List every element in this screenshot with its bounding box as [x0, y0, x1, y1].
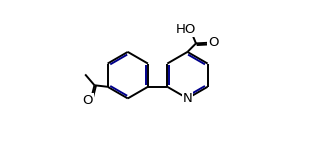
- Text: O: O: [209, 36, 219, 49]
- Text: O: O: [82, 94, 93, 107]
- Text: N: N: [183, 92, 192, 105]
- Text: HO: HO: [176, 23, 197, 36]
